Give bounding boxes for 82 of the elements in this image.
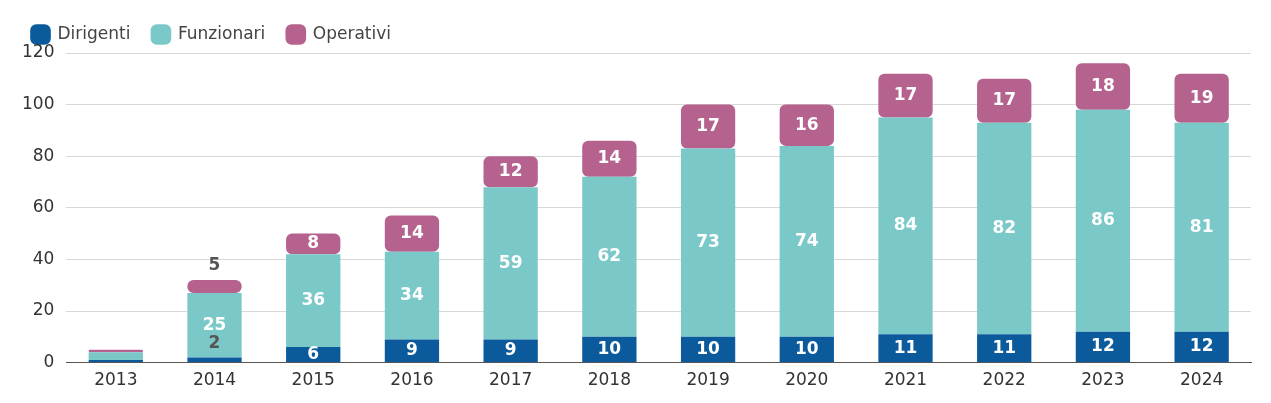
y-tick-label: 0 bbox=[43, 351, 55, 372]
bar bbox=[977, 122, 1032, 335]
bar bbox=[878, 117, 933, 335]
bar bbox=[680, 148, 736, 337]
bar bbox=[878, 73, 933, 118]
bar bbox=[1075, 109, 1131, 332]
data-label: 9 bbox=[406, 339, 418, 360]
x-tick-label: 2017 bbox=[489, 369, 533, 390]
x-tick-label: 2019 bbox=[686, 369, 730, 390]
data-label: 84 bbox=[893, 214, 918, 235]
bar bbox=[779, 145, 834, 337]
data-label: 74 bbox=[794, 229, 819, 250]
data-label: 86 bbox=[1091, 209, 1115, 230]
legend-label: Operativi bbox=[312, 22, 392, 43]
bar bbox=[582, 140, 637, 177]
x-tick-label: 2024 bbox=[1180, 369, 1224, 390]
data-label: 14 bbox=[400, 222, 424, 243]
bar bbox=[384, 215, 440, 252]
x-tick-label: 2016 bbox=[390, 369, 434, 390]
bar bbox=[88, 352, 143, 361]
data-label: 10 bbox=[597, 337, 622, 358]
x-tick-label: 2015 bbox=[291, 369, 335, 390]
data-label: 19 bbox=[1189, 86, 1214, 107]
x-tick-label: 2022 bbox=[982, 369, 1026, 390]
bar bbox=[1174, 73, 1229, 123]
x-tick-label: 2021 bbox=[883, 369, 928, 390]
x-tick-label: 2013 bbox=[94, 369, 138, 390]
bar bbox=[187, 292, 242, 358]
data-label: 82 bbox=[992, 216, 1017, 237]
bar bbox=[384, 339, 440, 363]
legend-label: Funzionari bbox=[177, 22, 266, 43]
bar bbox=[384, 251, 440, 340]
data-label: 11 bbox=[893, 336, 918, 357]
data-label: 16 bbox=[794, 113, 819, 134]
data-label: 62 bbox=[597, 245, 622, 266]
bar bbox=[187, 280, 242, 293]
bar bbox=[680, 104, 736, 149]
bar bbox=[88, 360, 143, 363]
x-tick-label: 2023 bbox=[1081, 369, 1125, 390]
data-label: 25 bbox=[202, 313, 227, 334]
bar bbox=[878, 334, 933, 363]
data-label: 9 bbox=[504, 339, 517, 360]
data-label: 5 bbox=[208, 254, 221, 275]
legend-label: Dirigenti bbox=[57, 22, 131, 43]
data-label: 2 bbox=[208, 331, 221, 352]
x-tick-label: 2014 bbox=[192, 369, 237, 390]
data-label: 18 bbox=[1091, 74, 1115, 95]
y-tick-label: 80 bbox=[32, 144, 55, 165]
data-label: 17 bbox=[696, 114, 720, 135]
y-tick-label: 40 bbox=[32, 247, 55, 268]
data-label: 34 bbox=[400, 283, 424, 304]
bar bbox=[483, 339, 538, 363]
bar bbox=[582, 176, 637, 337]
data-label: 81 bbox=[1189, 215, 1214, 236]
data-label: 11 bbox=[992, 336, 1017, 357]
data-label: 73 bbox=[696, 231, 720, 252]
data-label: 10 bbox=[794, 337, 819, 358]
x-tick-label: 2020 bbox=[785, 369, 829, 390]
x-tick-label: 2018 bbox=[587, 369, 631, 390]
data-label: 12 bbox=[498, 160, 523, 181]
bar bbox=[1075, 63, 1131, 110]
bar bbox=[187, 357, 242, 363]
y-tick-label: 120 bbox=[21, 41, 55, 62]
data-label: 59 bbox=[498, 251, 523, 272]
y-tick-label: 100 bbox=[21, 93, 55, 114]
data-label: 17 bbox=[893, 83, 918, 104]
bar bbox=[286, 254, 341, 348]
data-label: 8 bbox=[307, 232, 320, 253]
bar bbox=[779, 104, 834, 146]
data-label: 12 bbox=[1091, 335, 1115, 356]
data-label: 36 bbox=[301, 289, 326, 310]
bar bbox=[977, 78, 1032, 123]
data-label: 17 bbox=[992, 89, 1017, 110]
data-label: 14 bbox=[597, 147, 622, 168]
data-label: 6 bbox=[307, 343, 320, 364]
y-tick-label: 20 bbox=[32, 299, 55, 320]
data-label: 12 bbox=[1189, 335, 1214, 356]
bar bbox=[483, 187, 538, 340]
bar bbox=[977, 334, 1032, 363]
bar bbox=[1174, 122, 1229, 332]
y-tick-label: 60 bbox=[32, 196, 55, 217]
data-label: 10 bbox=[696, 337, 721, 358]
